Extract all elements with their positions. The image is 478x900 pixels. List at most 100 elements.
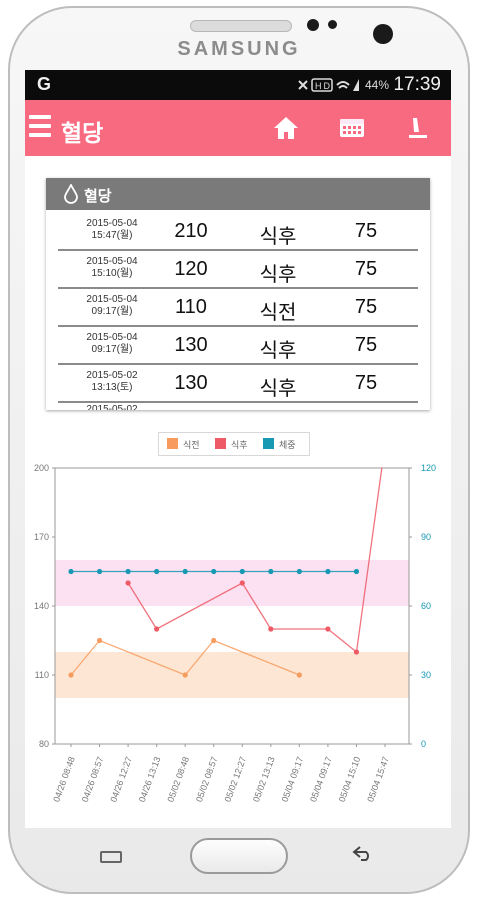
legend-swatch-weight <box>263 438 274 449</box>
x-tick-label: 05/02 12:27 <box>222 755 248 803</box>
calendar-icon[interactable] <box>339 116 365 143</box>
clock: 17:39 <box>393 74 441 95</box>
series-point-2 <box>325 568 331 575</box>
record-weight: 75 <box>354 296 378 318</box>
legend-swatch-before <box>167 438 178 449</box>
series-point-2 <box>125 568 131 575</box>
record-date: 2015-05-02 <box>86 370 138 381</box>
x-tick-label: 05/02 08:57 <box>194 755 220 803</box>
x-tick-label: 04/26 12:27 <box>108 755 134 803</box>
table-row-partial: 2015-05-02 <box>58 404 418 410</box>
front-sensor-2 <box>328 20 337 29</box>
series-point-2 <box>154 568 160 575</box>
svg-text:HD: HD <box>315 81 332 91</box>
legend-label-before: 식전 <box>183 440 200 450</box>
screen: G HD 44% 17:39 혈당 <box>25 70 451 828</box>
record-time: 09:17(월) <box>91 306 133 317</box>
series-point-2 <box>268 568 274 575</box>
x-tick-label: 05/04 09:17 <box>308 755 334 803</box>
target-band-0 <box>55 652 409 698</box>
series-point-1 <box>325 626 331 632</box>
record-datetime: 2015-05-04 15:47(월) <box>58 218 166 242</box>
record-value: 110 <box>175 296 207 318</box>
record-weight: 75 <box>354 220 378 242</box>
record-datetime: 2015-05-02 13:13(토) <box>58 370 166 394</box>
plot-top-cover <box>55 460 409 468</box>
series-point-2 <box>296 568 302 575</box>
front-camera <box>373 24 393 44</box>
series-point-2 <box>68 568 74 575</box>
record-weight: 75 <box>354 372 378 394</box>
record-tag: 식후 <box>259 340 297 362</box>
x-tick-label: 05/04 09:17 <box>280 755 306 803</box>
battery-percent: 44% <box>364 78 389 92</box>
series-line-1 <box>127 460 384 654</box>
record-time: 15:10(월) <box>91 268 133 279</box>
legend-label-after: 식후 <box>231 440 248 450</box>
series-point-2 <box>239 568 245 575</box>
back-arrow-icon[interactable] <box>352 842 374 868</box>
record-time: 09:17(월) <box>91 344 133 355</box>
app-title: 혈당 <box>61 120 104 146</box>
front-sensor <box>307 19 319 31</box>
records-list: 2015-05-04 15:47(월) 210 식후 75 2015-05-04 1… <box>58 214 418 410</box>
right-tick-label: 30 <box>421 670 431 680</box>
x-tick-label: 04/26 08:57 <box>80 755 106 803</box>
target-band-1 <box>55 560 409 606</box>
right-tick-label: 60 <box>421 601 431 611</box>
menu-icon[interactable] <box>29 115 51 139</box>
table-row[interactable]: 2015-05-04 15:10(월) 120 식후 75 <box>58 252 418 289</box>
record-time: 13:13(토) <box>91 382 133 393</box>
series-point-1 <box>239 580 245 586</box>
record-date: 2015-05-04 <box>86 218 138 229</box>
card-header: 혈당 <box>46 178 430 210</box>
device-brand: SAMSUNG <box>177 38 301 60</box>
app-bar: 혈당 <box>25 100 451 156</box>
edit-icon[interactable] <box>407 116 429 145</box>
series-point-1 <box>154 626 160 632</box>
table-row[interactable]: 2015-05-02 13:13(토) 130 식후 75 <box>58 366 418 403</box>
record-weight: 75 <box>354 258 378 280</box>
x-tick-label: 05/04 15:10 <box>337 755 363 803</box>
status-bar: G HD 44% 17:39 <box>25 70 451 100</box>
series-point-2 <box>96 568 103 575</box>
x-tick-label: 04/26 08:48 <box>51 755 77 803</box>
record-tag: 식후 <box>259 226 297 248</box>
series-point-0 <box>296 672 302 678</box>
table-row[interactable]: 2015-05-04 15:47(월) 210 식후 75 <box>58 214 418 251</box>
record-weight: 75 <box>354 334 378 356</box>
legend-label-weight: 체중 <box>279 440 296 450</box>
hardware-home-key[interactable] <box>190 838 288 874</box>
right-tick-label: 0 <box>421 739 426 749</box>
left-tick-label: 110 <box>35 670 49 680</box>
status-signal-icons: HD <box>298 78 359 92</box>
hardware-menu-key[interactable] <box>100 851 122 863</box>
series-point-2 <box>182 568 188 575</box>
record-date: 2015-05-04 <box>86 256 138 267</box>
series-point-0 <box>211 637 217 644</box>
table-row[interactable]: 2015-05-04 09:17(월) 130 식후 75 <box>58 328 418 365</box>
right-tick-label: 120 <box>421 463 436 473</box>
record-value: 130 <box>174 372 208 394</box>
series-point-1 <box>268 626 274 632</box>
x-tick-label: 05/04 15:47 <box>365 755 391 803</box>
record-datetime: 2015-05-04 15:10(월) <box>58 256 166 280</box>
record-value: 210 <box>174 220 208 242</box>
record-datetime: 2015-05-04 09:17(월) <box>58 332 166 356</box>
home-icon[interactable] <box>273 116 299 145</box>
record-date: 2015-05-04 <box>86 332 138 343</box>
earpiece-speaker <box>190 20 292 32</box>
g-icon: G <box>37 74 52 94</box>
series-point-0 <box>182 672 188 678</box>
series-point-2 <box>353 568 360 575</box>
record-date: 2015-05-02 <box>86 404 138 410</box>
series-point-2 <box>211 568 217 575</box>
series-point-0 <box>68 672 74 678</box>
record-value: 120 <box>174 258 208 280</box>
x-tick-label: 04/26 13:13 <box>137 755 163 803</box>
record-tag: 식전 <box>259 302 297 324</box>
record-datetime: 2015-05-04 09:17(월) <box>58 294 166 318</box>
table-row[interactable]: 2015-05-04 09:17(월) 110 식전 75 <box>58 290 418 327</box>
